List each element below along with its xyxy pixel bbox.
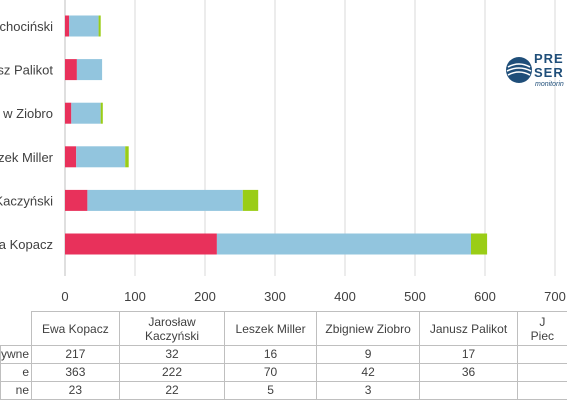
- table-header-row: Ewa Kopacz Jarosław Kaczyński Leszek Mil…: [0, 311, 567, 346]
- category-label: w Ziobro: [2, 106, 53, 121]
- globe-icon: [506, 57, 532, 83]
- table-cell: 23: [31, 381, 120, 400]
- table-cell: 22: [118, 381, 226, 400]
- table-cell: 217: [31, 345, 120, 364]
- x-tick-label: 0: [61, 289, 68, 304]
- table-cell: 16: [224, 345, 317, 364]
- bar-segment: [100, 102, 103, 124]
- stacked-bar-chart: a Kopacz Kaczyński eszek Miller w Ziobro sz …: [0, 0, 566, 304]
- category-labels: a Kopacz Kaczyński eszek Miller w Ziobro sz …: [0, 19, 54, 252]
- table-row: ywne 217 32 16 9 17: [0, 345, 567, 364]
- category-label: sz Palikot: [0, 63, 53, 78]
- data-table: Ewa Kopacz Jarosław Kaczyński Leszek Mil…: [0, 311, 567, 400]
- table-header-cell: Janusz Palikot: [419, 311, 518, 346]
- table-cell: 9: [315, 345, 421, 364]
- bar-segment: [76, 59, 103, 81]
- table-header-cell: Leszek Miller: [224, 311, 317, 346]
- table-cell: 36: [419, 363, 518, 382]
- logo-text-line1: PRE: [534, 51, 564, 66]
- table-row: ne 23 22 5 3: [0, 381, 567, 400]
- table-row: e 363 222 70 42 36: [0, 363, 567, 382]
- table-cell: [419, 381, 518, 400]
- x-tick-label: 700: [544, 289, 566, 304]
- bar-segment: [65, 146, 77, 168]
- x-tick-label: 200: [194, 289, 216, 304]
- bar-segment: [65, 59, 77, 81]
- x-tick-labels: 0 100 200 300 400 500 600 700: [61, 289, 565, 304]
- grid-layer: [64, 0, 556, 276]
- bar-segment: [242, 189, 259, 211]
- table-corner-cell: [0, 311, 33, 346]
- category-label: chociński: [0, 19, 53, 34]
- x-tick-label: 500: [404, 289, 426, 304]
- bar-segment: [76, 146, 126, 168]
- x-tick-label: 100: [124, 289, 146, 304]
- table-cell: 42: [315, 363, 421, 382]
- press-service-logo: PRE SER monitorin: [502, 50, 567, 95]
- logo-text-line2: SER: [534, 65, 564, 80]
- x-tick-label: 400: [334, 289, 356, 304]
- table-cell: 70: [224, 363, 317, 382]
- table-row-label: ywne: [0, 345, 33, 364]
- table-cell: 17: [419, 345, 518, 364]
- table-row-label: ne: [0, 381, 33, 400]
- table-cell: [516, 345, 567, 364]
- bar-segment: [216, 233, 471, 255]
- x-tick-label: 600: [474, 289, 496, 304]
- table-header-cell: Jarosław Kaczyński: [118, 311, 226, 346]
- bar-segment: [471, 233, 488, 255]
- table-header-cell: Ewa Kopacz: [31, 311, 120, 346]
- bars-layer: [65, 15, 488, 255]
- table-header-cell: J Piec: [516, 311, 567, 346]
- bar-segment: [65, 189, 88, 211]
- bar-segment: [87, 189, 243, 211]
- bar-segment: [71, 102, 101, 124]
- table-cell: [516, 363, 567, 382]
- category-label: eszek Miller: [0, 150, 54, 165]
- category-label: Kaczyński: [0, 193, 53, 208]
- bar-segment: [65, 102, 72, 124]
- bar-segment: [65, 233, 217, 255]
- bar-segment: [98, 15, 101, 37]
- table-cell: 5: [224, 381, 317, 400]
- table-row-label: e: [0, 363, 33, 382]
- bar-segment: [125, 146, 129, 168]
- x-tick-label: 300: [264, 289, 286, 304]
- table-header-cell: Zbigniew Ziobro: [315, 311, 421, 346]
- category-label: a Kopacz: [0, 237, 53, 252]
- table-cell: 32: [118, 345, 226, 364]
- table-cell: 3: [315, 381, 421, 400]
- table-cell: [516, 381, 567, 400]
- logo-tagline: monitorin: [535, 81, 564, 88]
- table-cell: 363: [31, 363, 120, 382]
- table-cell: 222: [118, 363, 226, 382]
- bar-segment: [69, 15, 99, 37]
- bar-segment: [65, 15, 70, 37]
